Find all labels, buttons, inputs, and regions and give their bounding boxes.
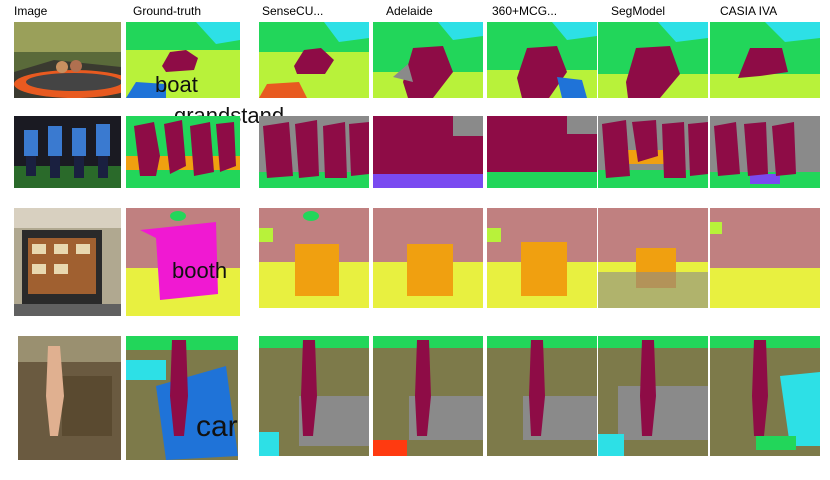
row1-casia-iva [710,22,820,98]
row3-photo [14,208,121,316]
row4-ground-truth [126,336,238,460]
row1-360mcg [487,22,597,98]
header-casia-iva: CASIA IVA [720,4,778,18]
row4-adelaide [373,336,483,456]
row3-sensecu [259,208,369,308]
label-boat: boat [155,72,198,97]
label-booth: booth [172,258,228,283]
header-adelaide: Adelaide [386,4,433,18]
row2-sensecu [259,116,369,188]
row2-segmodel [598,116,708,188]
row2-ground-truth [126,116,240,188]
row4-360mcg [487,336,597,456]
row2-photo [14,116,121,188]
row4-casia-iva [710,336,820,456]
row3-360mcg [487,208,597,308]
row1-segmodel [598,22,708,98]
header-360mcg: 360+MCG... [492,4,558,18]
row1-sensecu [259,22,369,98]
row3-segmodel [598,208,708,308]
row4-photo [18,336,121,460]
row2-360mcg [487,116,597,188]
row1-adelaide [373,22,483,98]
row2-casia-iva [710,116,820,188]
row3-ground-truth [126,208,240,316]
row4-sensecu [259,336,369,456]
row4-segmodel [598,336,708,456]
row3-casia-iva [710,208,820,308]
label-car: car [196,410,238,443]
row1-ground-truth [126,22,240,98]
row2-adelaide [373,116,483,188]
header-segmodel: SegModel [611,4,666,18]
header-sensecu: SenseCU... [262,4,324,18]
row3-adelaide [373,208,483,308]
header-image: Image [14,4,48,18]
row1-photo [14,22,121,98]
header-ground-truth: Ground-truth [133,4,202,18]
